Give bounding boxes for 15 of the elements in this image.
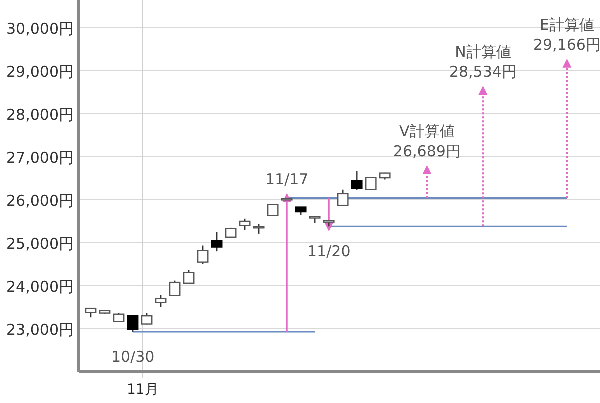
y-tick-label: 25,000円 (6, 234, 74, 253)
data-label: 11/17 (266, 170, 309, 188)
data-label: V計算値 26,689円 (393, 122, 461, 160)
y-tick-label: 23,000円 (6, 320, 74, 339)
y-tick-label: 28,000円 (6, 106, 74, 124)
y-tick-label: 26,000円 (6, 192, 74, 210)
data-label: 10/30 (111, 348, 155, 366)
x-tick-label: 11月 (126, 382, 159, 398)
y-tick-label: 27,000円 (6, 148, 74, 167)
y-tick-label: 30,000円 (6, 20, 74, 38)
y-tick-label: 24,000円 (6, 278, 74, 296)
data-label: N計算値 28,534円 (449, 43, 517, 81)
data-label: E計算値 29,166円 (533, 16, 600, 54)
data-label: 11/20 (308, 242, 351, 261)
y-tick-label: 29,000円 (6, 62, 74, 81)
